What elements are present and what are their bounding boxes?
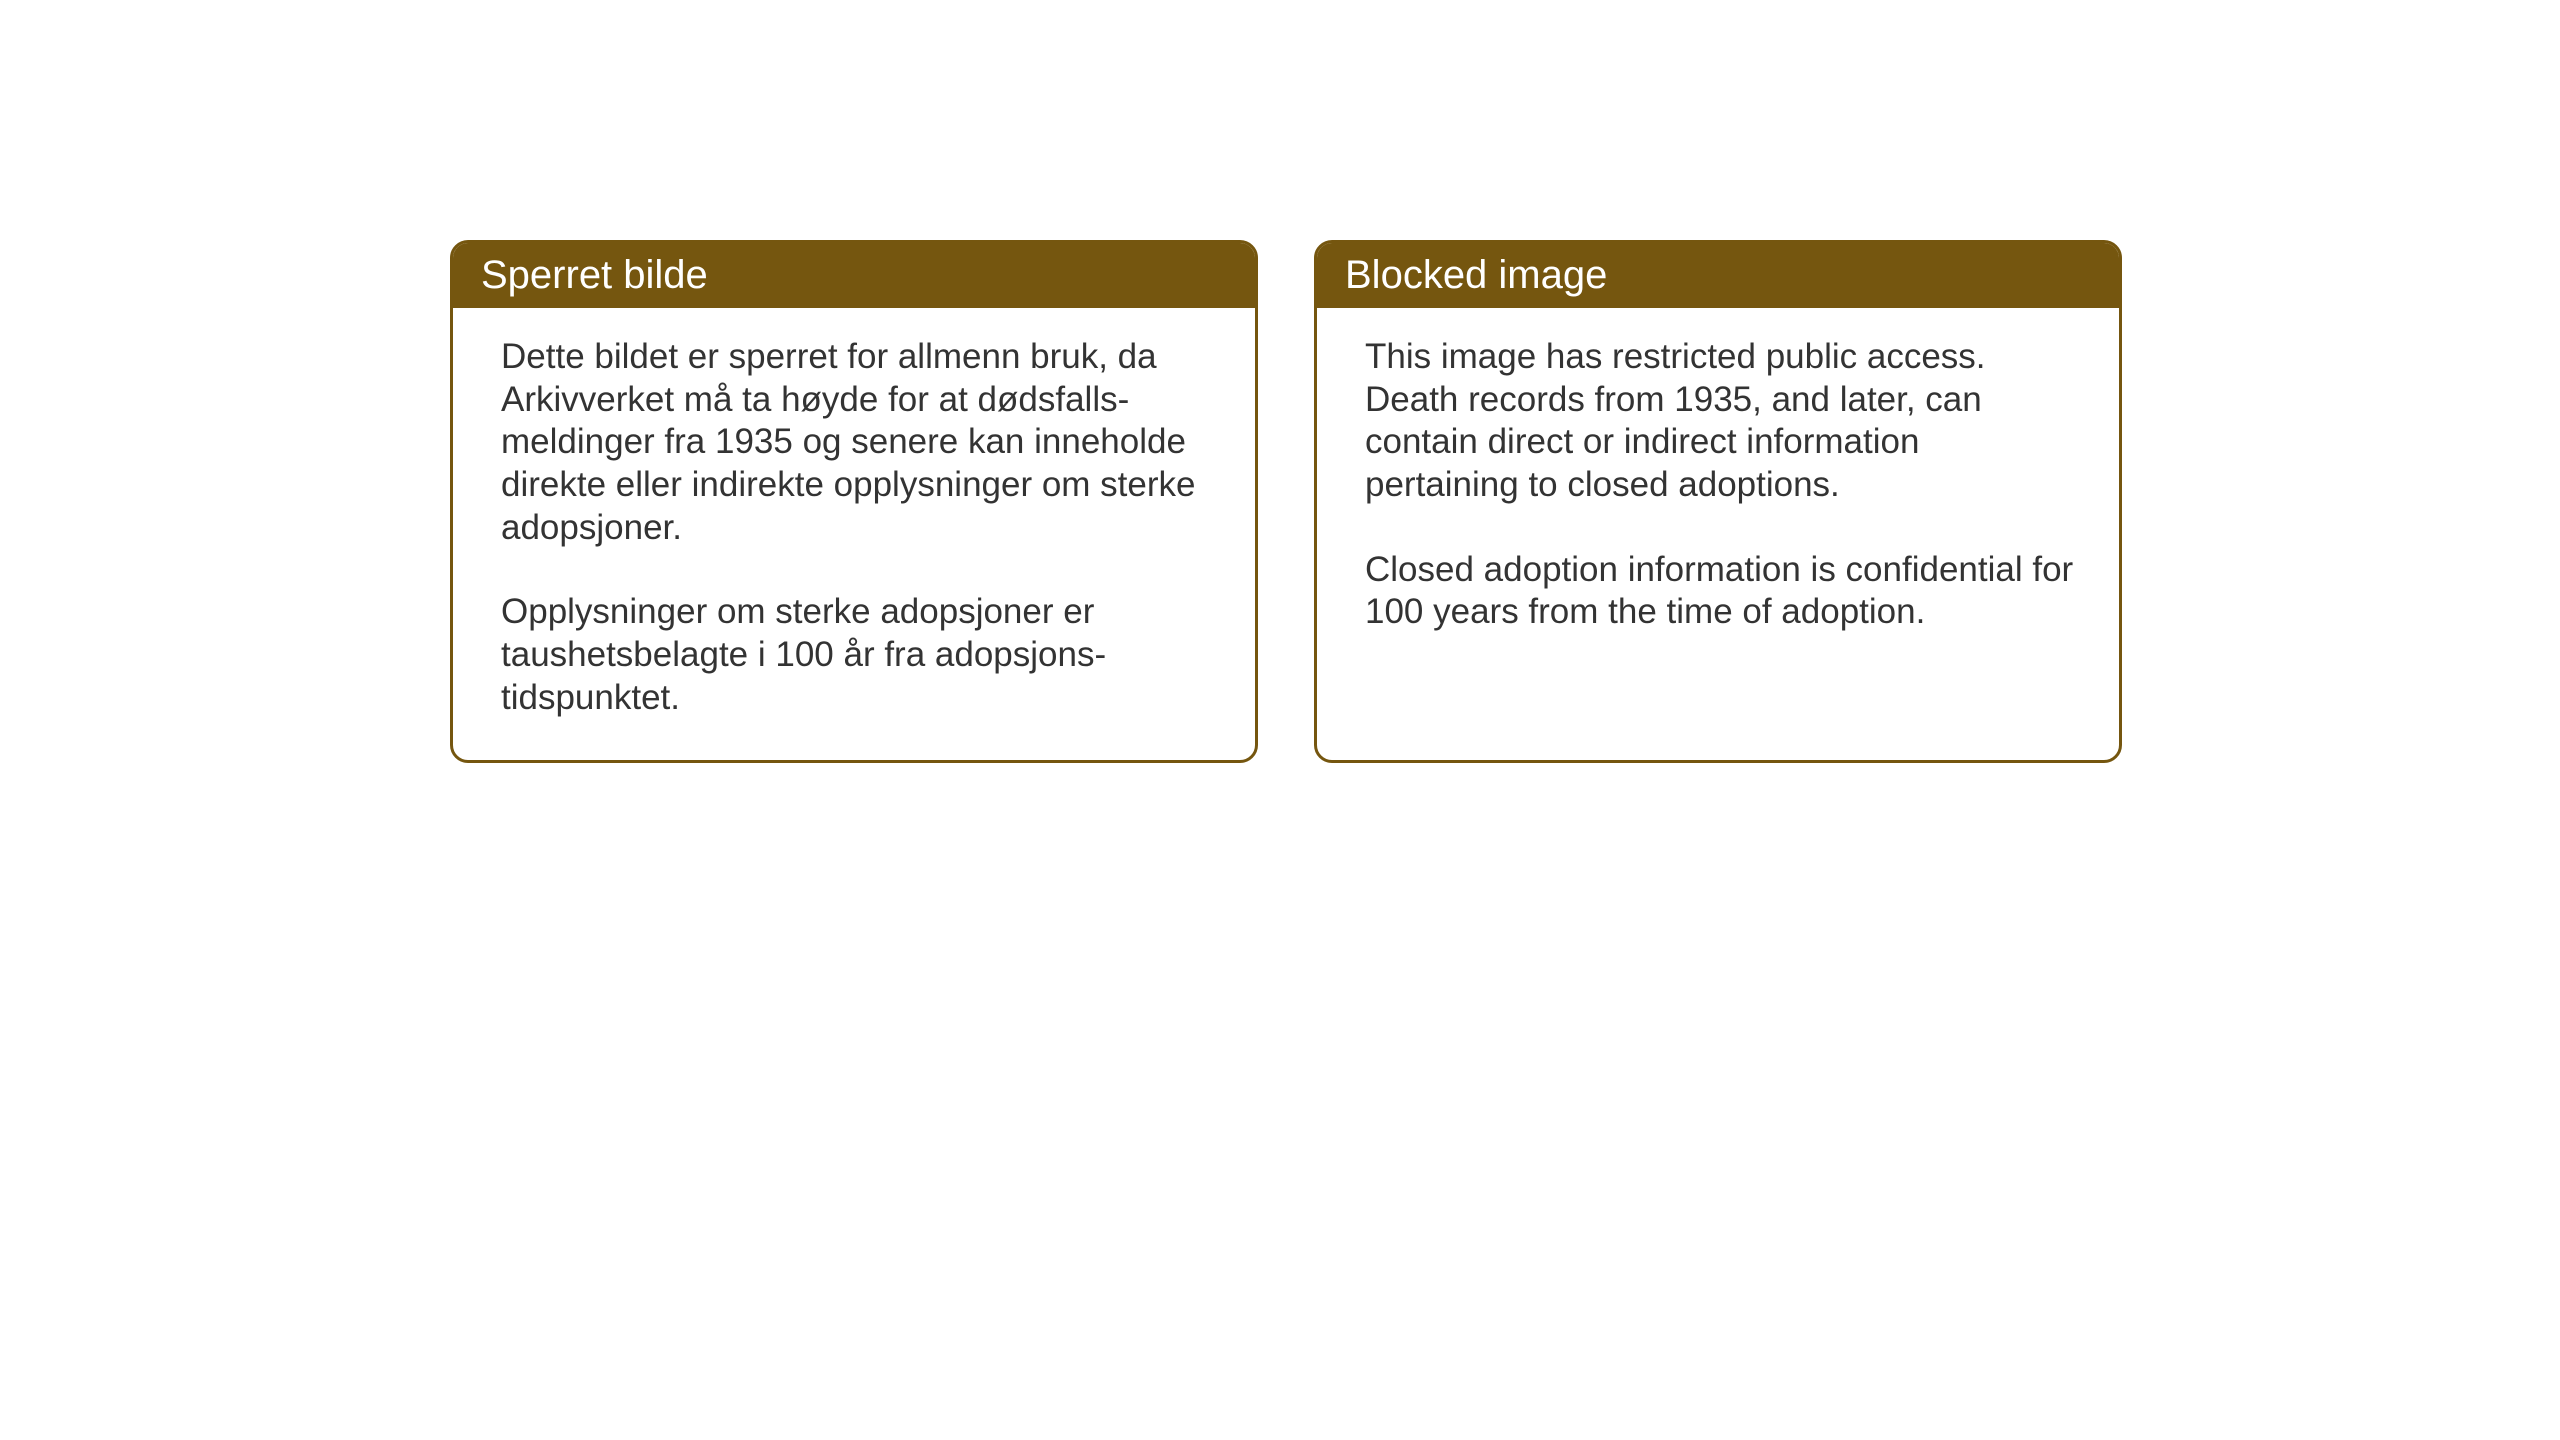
card-title-norwegian: Sperret bilde: [481, 253, 708, 297]
card-paragraph-2-norwegian: Opplysninger om sterke adopsjoner er tau…: [501, 591, 1211, 719]
card-norwegian: Sperret bilde Dette bildet er sperret fo…: [450, 240, 1258, 763]
card-paragraph-1-norwegian: Dette bildet er sperret for allmenn bruk…: [501, 336, 1211, 549]
card-paragraph-1-english: This image has restricted public access.…: [1365, 336, 2075, 507]
card-paragraph-2-english: Closed adoption information is confident…: [1365, 549, 2075, 634]
cards-container: Sperret bilde Dette bildet er sperret fo…: [450, 240, 2122, 763]
card-title-english: Blocked image: [1345, 253, 1607, 297]
card-english: Blocked image This image has restricted …: [1314, 240, 2122, 763]
card-header-english: Blocked image: [1317, 243, 2119, 308]
card-body-english: This image has restricted public access.…: [1317, 308, 2119, 674]
card-body-norwegian: Dette bildet er sperret for allmenn bruk…: [453, 308, 1255, 760]
card-header-norwegian: Sperret bilde: [453, 243, 1255, 308]
